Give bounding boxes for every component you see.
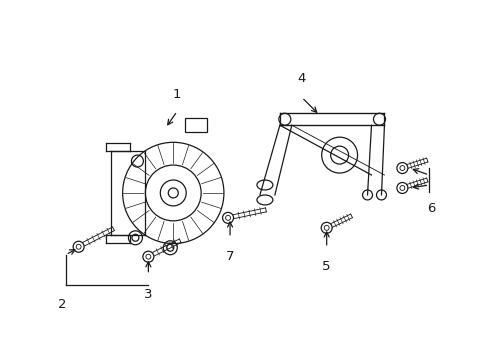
Text: 4: 4 <box>297 72 305 85</box>
Text: 1: 1 <box>173 88 181 101</box>
Text: 3: 3 <box>144 288 152 301</box>
Text: 2: 2 <box>59 298 67 311</box>
Text: 7: 7 <box>225 250 234 263</box>
Bar <box>185 118 207 132</box>
Text: 6: 6 <box>426 202 435 215</box>
Text: 5: 5 <box>322 260 330 273</box>
